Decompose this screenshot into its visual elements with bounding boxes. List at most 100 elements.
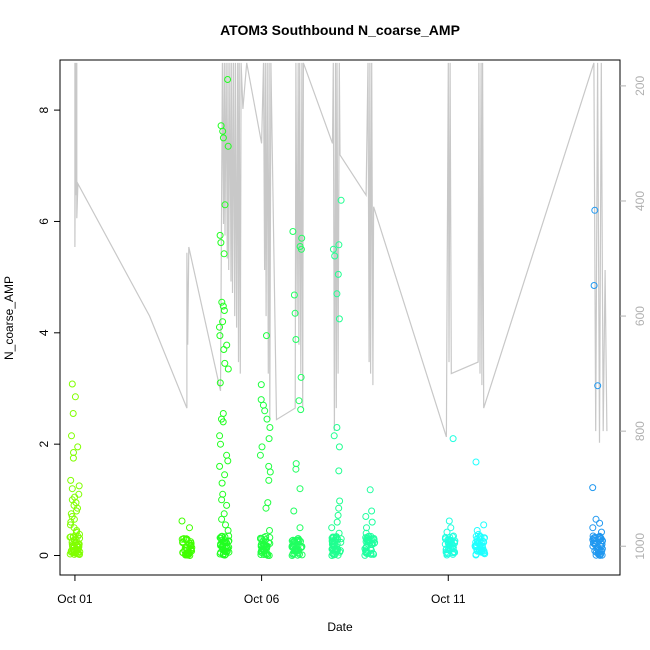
data-point [292,460,300,468]
data-point [224,142,232,150]
data-point [216,332,224,340]
data-point [480,521,488,529]
data-point [365,536,373,544]
data-point [336,497,344,505]
data-point [67,518,75,526]
data-point [589,484,597,492]
data-point [68,432,75,440]
data-point [476,532,484,540]
data-point [260,543,268,551]
data-point [74,532,82,540]
data-point [367,549,375,557]
data-point [335,315,343,323]
data-point [330,432,338,440]
data-point [449,542,457,550]
data-point [219,544,227,552]
y2-tick-label: 600 [633,306,647,326]
data-point [71,393,79,401]
data-point [292,336,300,343]
x-tick-label: Oct 06 [244,592,280,606]
data-point [291,309,299,317]
secondary-lines [74,62,608,443]
data-point [290,291,298,299]
x-axis: Oct 01 Oct 06 Oct 11 [57,575,466,606]
data-point [68,380,76,388]
data-point [369,550,377,558]
data-point [69,410,77,417]
data-point [219,490,227,498]
y-tick-label: 6 [37,218,51,225]
data-point [178,535,186,543]
data-point [292,465,300,473]
data-point [218,298,226,306]
data-point [264,499,272,507]
data-point [472,550,480,558]
plot-frame [59,59,621,576]
data-point [589,524,597,532]
data-point [186,524,193,532]
data-point [295,546,303,554]
data-point [475,538,483,546]
data-point [297,373,305,381]
data-point [449,545,457,553]
data-point [218,532,226,540]
data-point [263,542,271,550]
data-point [594,550,602,558]
data-point [219,134,227,142]
data-point [266,424,274,431]
data-point [262,504,270,512]
data-point [75,482,83,490]
data-point [335,443,343,451]
data-point [221,471,229,479]
data-point [70,449,77,456]
data-point [218,515,226,523]
y-tick-label: 0 [37,552,51,559]
data-point [73,507,80,515]
data-point [221,359,229,367]
y2-tick-label: 1000 [633,533,647,560]
data-point [182,536,190,544]
data-point [294,551,302,559]
data-point [259,401,267,409]
data-point [257,396,265,404]
data-point [476,541,484,549]
data-point [262,550,269,558]
data-point [221,547,228,555]
data-point [594,382,602,390]
data-point [224,457,232,465]
data-point [590,282,598,289]
data-point [296,485,304,493]
data-point [333,424,341,431]
data-point [224,76,232,83]
y-tick-label: 2 [37,441,51,448]
data-point [447,524,455,532]
data-point [263,415,271,423]
y2-axis: 200 400 600 800 1000 [620,76,647,560]
data-point [445,517,453,525]
data-point [184,549,192,557]
data-point [265,476,273,484]
data-point [473,527,481,534]
data-point [216,462,224,470]
data-point [598,537,606,544]
data-point [220,510,228,518]
data-point [335,504,343,512]
y-axis-label: N_coarse_AMP [2,276,16,360]
data-point [368,518,376,526]
data-point [363,542,370,550]
data-point [216,323,223,331]
data-point [223,451,231,459]
data-point [219,302,227,310]
x-axis-label: Date [327,620,353,634]
data-point [218,479,226,487]
data-point [182,543,190,551]
data-point [256,451,264,459]
data-point [596,519,604,527]
data-point [76,551,83,558]
y2-series-line [74,62,608,443]
data-point [265,462,273,470]
data-point [329,245,337,253]
data-point [219,410,227,417]
data-point [295,397,303,405]
